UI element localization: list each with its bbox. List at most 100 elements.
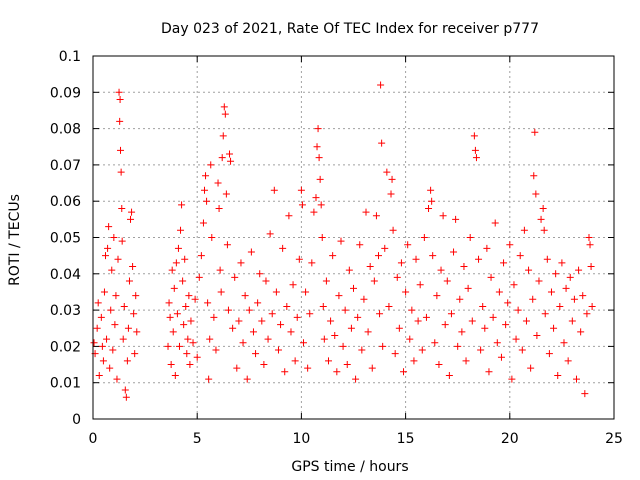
data-point <box>203 197 211 205</box>
data-point <box>583 310 591 318</box>
data-point <box>217 288 225 296</box>
data-point <box>550 324 558 332</box>
data-point <box>287 328 295 336</box>
data-point <box>485 368 493 376</box>
data-point <box>331 332 339 340</box>
data-point <box>541 310 549 318</box>
data-point <box>581 390 589 398</box>
data-point <box>108 266 116 274</box>
data-point <box>114 255 122 263</box>
data-point <box>462 357 470 365</box>
data-point <box>180 321 188 329</box>
data-point <box>231 273 239 281</box>
chart-title: Day 023 of 2021, Rate Of TEC Index for r… <box>161 21 539 37</box>
data-point <box>425 204 433 212</box>
data-point <box>575 266 583 274</box>
data-point <box>179 277 187 285</box>
data-point <box>547 288 555 296</box>
data-point <box>376 310 384 318</box>
data-point <box>431 339 439 347</box>
data-point <box>531 128 539 136</box>
data-point <box>393 273 401 281</box>
data-point <box>327 317 335 325</box>
data-point <box>416 281 424 289</box>
data-point <box>445 371 453 379</box>
data-point <box>356 241 364 249</box>
data-point <box>472 154 480 162</box>
data-point <box>410 357 418 365</box>
data-point <box>218 154 226 162</box>
data-point <box>241 292 249 300</box>
y-axis-title: ROTI / TECUs <box>7 194 23 286</box>
data-point <box>306 310 314 318</box>
data-point <box>316 175 324 183</box>
data-point <box>299 339 307 347</box>
data-point <box>239 339 247 347</box>
data-point <box>439 212 447 220</box>
data-point <box>274 346 282 354</box>
data-point <box>123 357 131 365</box>
data-point <box>504 299 512 307</box>
data-point <box>514 306 522 314</box>
data-point <box>458 328 466 336</box>
data-point <box>586 241 594 249</box>
data-point <box>568 317 576 325</box>
data-point <box>115 88 123 96</box>
data-point <box>195 273 203 281</box>
data-point <box>443 277 451 285</box>
data-point <box>206 335 214 343</box>
data-point <box>262 277 270 285</box>
data-point <box>487 273 495 281</box>
data-point <box>532 190 540 198</box>
data-point <box>189 339 197 347</box>
data-point <box>99 357 107 365</box>
data-point <box>314 125 322 133</box>
data-point <box>210 313 218 321</box>
data-point <box>256 270 264 278</box>
data-point <box>483 244 491 252</box>
x-tick-label: 15 <box>397 431 415 447</box>
data-point <box>243 375 251 383</box>
data-point <box>221 110 229 118</box>
data-point <box>588 302 596 310</box>
data-point <box>173 310 181 318</box>
y-tick-label: 0 <box>72 412 81 428</box>
data-point <box>170 284 178 292</box>
data-point <box>130 310 138 318</box>
data-point <box>335 292 343 300</box>
data-point <box>313 143 321 151</box>
data-point <box>530 172 538 180</box>
data-point <box>322 277 330 285</box>
data-point <box>133 328 141 336</box>
data-point <box>360 295 368 303</box>
plot-frame <box>92 55 615 420</box>
data-point <box>110 234 118 241</box>
data-point <box>508 375 516 383</box>
data-point <box>98 342 106 350</box>
data-point <box>570 295 578 303</box>
data-point <box>383 168 391 176</box>
data-point <box>378 139 386 147</box>
data-point <box>131 350 139 358</box>
data-point <box>560 339 568 347</box>
data-point <box>222 190 230 198</box>
data-point <box>116 96 124 104</box>
data-point <box>104 244 112 252</box>
y-tick-label: 0.02 <box>50 339 81 355</box>
data-point <box>289 281 297 289</box>
data-point <box>302 288 310 296</box>
data-point <box>113 375 121 383</box>
data-point <box>129 263 137 271</box>
data-point <box>520 226 528 234</box>
data-point <box>418 346 426 354</box>
data-point <box>254 299 262 307</box>
data-point <box>477 346 485 354</box>
data-point <box>295 255 303 263</box>
data-point <box>343 361 351 369</box>
data-point <box>93 324 101 332</box>
data-point <box>184 335 192 343</box>
data-point <box>298 201 306 209</box>
data-point <box>552 270 560 278</box>
data-point <box>229 324 237 332</box>
data-point <box>539 204 547 212</box>
